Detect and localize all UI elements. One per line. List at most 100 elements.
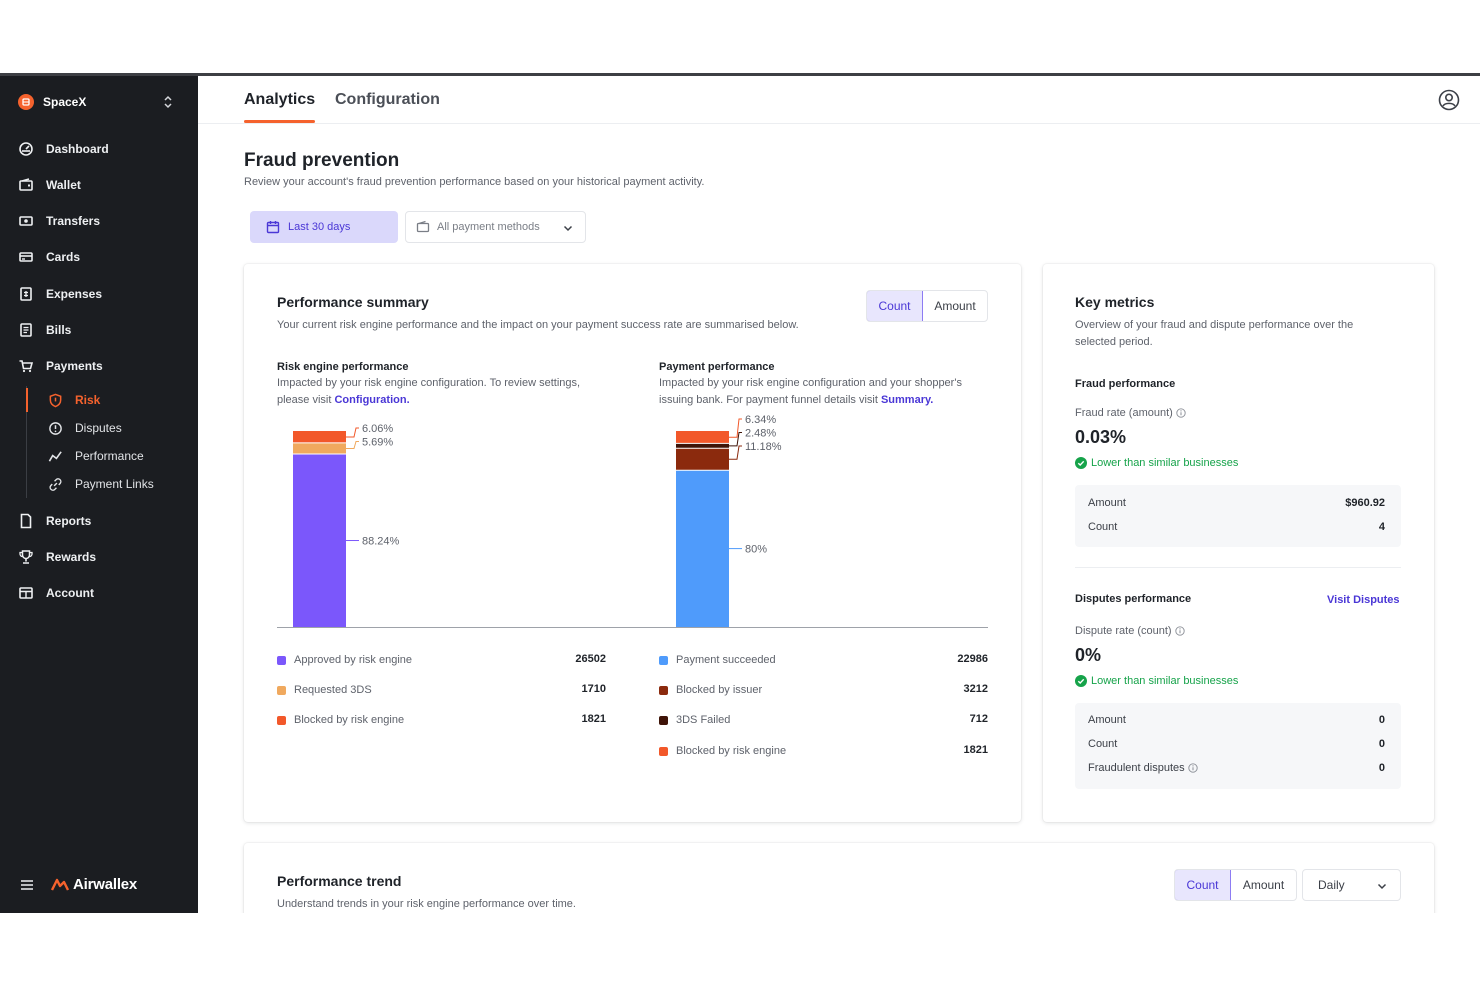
legend-value: 1821 bbox=[963, 744, 988, 756]
legend-swatch bbox=[659, 746, 668, 756]
link-icon bbox=[49, 477, 62, 491]
stacked-bar-charts: 88.24% 6.06% 5.69% 80% 6.34% 2.48%11.18% bbox=[277, 414, 988, 628]
dispute-comparison-text: Lower than similar businesses bbox=[1091, 675, 1239, 687]
row-label: Fraudulent disputes bbox=[1088, 762, 1198, 774]
sidebar-item-dashboard[interactable]: Dashboard bbox=[18, 138, 188, 160]
performance-summary-card: Performance summary Your current risk en… bbox=[244, 264, 1021, 822]
legend-value: 3212 bbox=[963, 683, 988, 695]
visit-disputes-link[interactable]: Visit Disputes bbox=[1327, 594, 1400, 606]
sidebar-item-account[interactable]: Account bbox=[18, 582, 188, 604]
alert-circle-icon bbox=[49, 421, 62, 435]
summary-count-amount-toggle: Count Amount bbox=[866, 290, 988, 322]
fraud-rate-label: Fraud rate (amount) bbox=[1075, 407, 1186, 419]
trend-icon bbox=[48, 450, 62, 462]
sidebar-item-label: Cards bbox=[46, 250, 81, 264]
data-label-0-0: 88.24% bbox=[362, 536, 400, 548]
row-value: $960.92 bbox=[1345, 497, 1385, 509]
sidebar-subitem-performance[interactable]: Performance bbox=[48, 445, 188, 467]
legend-value: 26502 bbox=[575, 653, 606, 665]
dispute-amount-row: Amount 0 bbox=[1088, 712, 1385, 728]
bar-segment-0-1[interactable] bbox=[293, 442, 346, 455]
sidebar-item-transfers[interactable]: Transfers bbox=[18, 210, 188, 232]
sidebar-item-wallet[interactable]: Wallet bbox=[18, 174, 188, 196]
sidebar-subitem-label: Performance bbox=[75, 449, 144, 463]
count-toggle-option[interactable]: Count bbox=[1175, 870, 1231, 900]
tab-analytics[interactable]: Analytics bbox=[244, 91, 316, 108]
row-label: Amount bbox=[1088, 497, 1126, 509]
sidebar-item-payments[interactable]: Payments bbox=[18, 355, 188, 377]
bar-segment-0-2[interactable] bbox=[293, 431, 346, 443]
app: SpaceX Dashboard Wallet Transfers Cards … bbox=[0, 76, 1480, 913]
row-label-text: Fraudulent disputes bbox=[1088, 762, 1185, 774]
risk-engine-title: Risk engine performance bbox=[277, 361, 409, 373]
reports-icon bbox=[20, 513, 32, 529]
tab-bar: Analytics Configuration bbox=[198, 76, 1480, 124]
amount-toggle-option[interactable]: Amount bbox=[1242, 878, 1285, 892]
fraud-performance-title: Fraud performance bbox=[1075, 378, 1176, 390]
count-toggle-option[interactable]: Count bbox=[867, 291, 923, 321]
sidebar-subitem-payment-links[interactable]: Payment Links bbox=[48, 473, 188, 495]
sidebar-item-cards[interactable]: Cards bbox=[18, 246, 188, 268]
calendar-icon bbox=[266, 221, 280, 234]
bar-segment-1-0[interactable] bbox=[676, 470, 729, 627]
row-label: Amount bbox=[1088, 714, 1126, 726]
sidebar-subitem-label: Disputes bbox=[75, 421, 122, 435]
period-value: Daily bbox=[1318, 878, 1345, 892]
sidebar-subitem-disputes[interactable]: Disputes bbox=[48, 417, 188, 439]
payment-methods-select[interactable]: All payment methods bbox=[405, 211, 586, 243]
period-select[interactable]: Daily bbox=[1302, 869, 1401, 901]
check-circle-icon bbox=[1075, 457, 1087, 469]
sidebar-subitem-risk[interactable]: Risk bbox=[48, 389, 188, 411]
legend-value: 1710 bbox=[581, 683, 606, 695]
trophy-icon bbox=[19, 550, 33, 564]
sidebar-item-label: Reports bbox=[46, 514, 92, 528]
payment-performance-title: Payment performance bbox=[659, 361, 775, 373]
sidebar-subitem-label: Risk bbox=[75, 393, 101, 407]
tab-configuration[interactable]: Configuration bbox=[335, 91, 440, 108]
configuration-link[interactable]: Configuration. bbox=[334, 394, 410, 406]
data-label-leader bbox=[729, 418, 742, 438]
info-icon[interactable] bbox=[1176, 408, 1186, 418]
performance-trend-card: Performance trend Understand trends in y… bbox=[244, 843, 1434, 913]
bar-segment-0-0[interactable] bbox=[293, 454, 346, 627]
sidebar-item-label: Bills bbox=[46, 323, 72, 337]
expenses-icon bbox=[20, 287, 32, 301]
date-range-label: Last 30 days bbox=[288, 221, 351, 233]
sidebar-item-expenses[interactable]: Expenses bbox=[18, 283, 188, 305]
legend-approved-by-risk-engine: Approved by risk engine bbox=[277, 652, 412, 668]
airwallex-logo-icon bbox=[50, 878, 70, 891]
metrics-divider bbox=[1075, 567, 1401, 568]
page-title: Fraud prevention bbox=[244, 150, 400, 171]
date-range-button[interactable]: Last 30 days bbox=[250, 211, 398, 243]
hamburger-menu-icon[interactable] bbox=[20, 879, 34, 891]
performance-trend-title: Performance trend bbox=[277, 873, 402, 889]
org-switcher[interactable]: SpaceX bbox=[18, 92, 178, 112]
bar-segment-1-2[interactable] bbox=[676, 443, 729, 449]
legend-label: Blocked by risk engine bbox=[294, 714, 405, 726]
cards-icon bbox=[19, 252, 33, 262]
fraud-rate-value: 0.03% bbox=[1075, 427, 1127, 447]
amount-toggle-option[interactable]: Amount bbox=[934, 299, 976, 313]
summary-link[interactable]: Summary. bbox=[880, 394, 934, 406]
performance-summary-subtitle: Your current risk engine performance and… bbox=[277, 319, 799, 331]
risk-engine-description-text: Impacted by your risk engine configurati… bbox=[277, 377, 581, 406]
data-label-leader bbox=[346, 427, 359, 438]
info-icon[interactable] bbox=[1174, 626, 1185, 636]
sidebar-item-reports[interactable]: Reports bbox=[18, 510, 188, 532]
sidebar-item-label: Expenses bbox=[46, 287, 103, 301]
trend-count-amount-toggle: Count Amount bbox=[1174, 869, 1297, 901]
profile-icon[interactable] bbox=[1438, 89, 1460, 111]
submenu-active-indicator bbox=[26, 388, 28, 412]
sidebar-item-label: Account bbox=[46, 586, 94, 600]
data-label-leader bbox=[346, 441, 359, 449]
legend-value: 1821 bbox=[581, 713, 606, 725]
sidebar-item-rewards[interactable]: Rewards bbox=[18, 546, 188, 568]
legend-blocked-by-risk-engine: Blocked by risk engine bbox=[277, 712, 404, 728]
chevron-down-icon bbox=[563, 225, 573, 232]
info-icon[interactable] bbox=[1187, 763, 1198, 773]
bar-segment-1-3[interactable] bbox=[676, 431, 729, 444]
sidebar-item-bills[interactable]: Bills bbox=[18, 319, 188, 341]
data-label-leader bbox=[729, 432, 742, 447]
key-metrics-card: Key metrics Overview of your fraud and d… bbox=[1043, 264, 1434, 822]
bar-segment-1-1[interactable] bbox=[676, 448, 729, 471]
